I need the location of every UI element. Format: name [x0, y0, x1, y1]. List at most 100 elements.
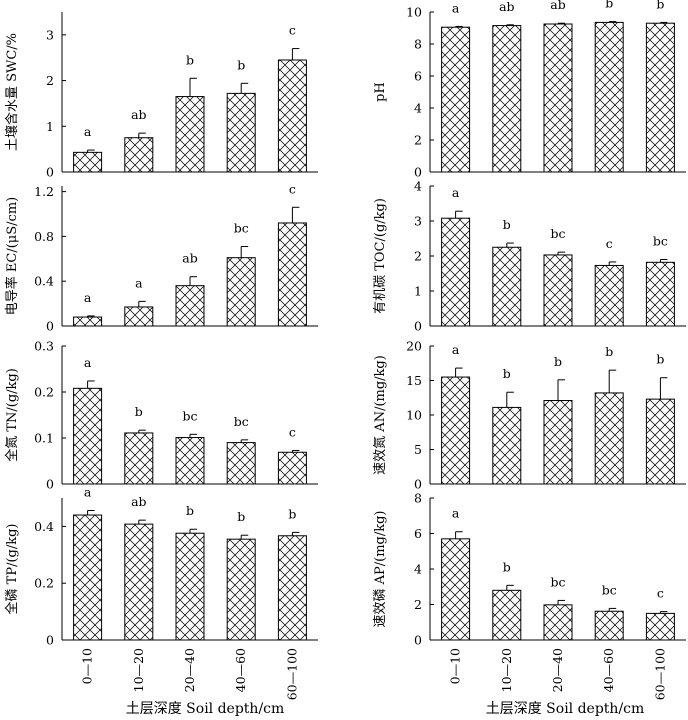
bar-ph-4	[645, 22, 675, 173]
bar-an-1	[492, 406, 522, 485]
bar-toc-1	[492, 246, 522, 327]
bar-tp-1	[124, 523, 154, 641]
significance-letter: ab	[182, 251, 197, 266]
significance-letter: a	[452, 0, 460, 15]
bar-tn-4	[277, 451, 307, 485]
y-tick-label: 15	[406, 373, 422, 388]
x-axis-labels: 0—10 10—20 20—40 40—60 60—100 0—10 10—20 20—40 4…	[80, 648, 668, 700]
x-category-label: 40—60	[233, 648, 248, 692]
significance-letter: bc	[234, 220, 249, 235]
y-tick-label: 0.4	[34, 274, 54, 289]
x-category-label: 60—100	[284, 648, 299, 700]
bar-swc-0	[73, 151, 103, 173]
bar-swc-1	[124, 137, 154, 173]
x-axis-title-left: 土层深度 Soil depth/cm	[126, 701, 285, 717]
x-category-label: 0—10	[448, 648, 463, 684]
bar-tn-3	[226, 442, 256, 485]
y-tick-label: 0.3	[34, 339, 54, 354]
y-tick-label: 0	[414, 165, 422, 180]
panel-an: 0 5 10 15 20 速效氮 AN/(mg/kg) a b b b b	[373, 339, 686, 492]
bar-tp-0	[73, 514, 103, 641]
y-tick-label: 2	[414, 249, 422, 264]
bar-swc-3	[226, 92, 256, 173]
bar-ec-2	[175, 285, 205, 327]
bar-swc-4	[277, 59, 307, 173]
significance-letter: b	[605, 344, 613, 359]
x-category-label: 10—20	[131, 648, 146, 692]
y-tick-label: 0.2	[34, 385, 54, 400]
x-category-label: 0—10	[80, 648, 95, 684]
y-tick-label: 0.4	[34, 519, 54, 534]
x-category-label: 10—20	[499, 648, 514, 692]
significance-letter: c	[289, 424, 296, 439]
y-tick-label: 5	[414, 442, 422, 457]
bar-ap-4	[645, 612, 675, 641]
y-tick-label: 1	[46, 119, 54, 134]
bar-ph-1	[492, 25, 522, 173]
y-tick-label: 4	[414, 179, 422, 194]
significance-letter: bc	[602, 582, 617, 597]
bar-an-2	[543, 400, 573, 485]
y-tick-label: 3	[414, 214, 422, 229]
y-tick-label: 0	[414, 477, 422, 492]
significance-letter: ab	[499, 0, 514, 14]
bar-an-3	[594, 392, 624, 485]
bar-ec-3	[226, 257, 256, 327]
bar-ec-0	[73, 316, 103, 327]
significance-letter: c	[289, 181, 296, 196]
y-tick-label: 2	[46, 73, 54, 88]
significance-letter: bc	[182, 408, 197, 423]
y-axis-title: 全氮 TN/(g/kg)	[4, 368, 20, 462]
significance-letter: b	[186, 503, 194, 518]
bar-ph-3	[594, 21, 624, 173]
significance-letter: b	[656, 0, 664, 11]
y-tick-label: 8	[414, 37, 422, 52]
panel-ec: 0 0.4 0.8 1.2 电导率 EC/(μS/cm) a a ab bc c	[4, 181, 318, 334]
significance-letter: ab	[550, 0, 565, 12]
y-tick-label: 2	[414, 597, 422, 612]
bar-swc-2	[175, 96, 205, 173]
bar-an-0	[441, 376, 471, 485]
y-tick-label: 0	[414, 633, 422, 648]
panel-tp: 0 0.2 0.4 全磷 TP/(g/kg) a ab b b b	[4, 484, 318, 648]
bar-an-4	[645, 398, 675, 485]
significance-letter: b	[237, 509, 245, 524]
significance-letter: a	[84, 484, 92, 499]
bar-tp-3	[226, 538, 256, 641]
x-category-label: 60—100	[652, 648, 667, 700]
bar-tn-2	[175, 437, 205, 485]
bar-ap-2	[543, 604, 573, 641]
y-axis-title: pH	[373, 82, 388, 102]
significance-letter: b	[503, 366, 511, 381]
panel-ap: 0 2 4 6 8 速效磷 AP/(mg/kg) a b bc bc c	[373, 491, 686, 648]
y-tick-label: 0.1	[34, 431, 54, 446]
significance-letter: ab	[131, 107, 146, 122]
significance-letter: b	[237, 57, 245, 72]
bar-toc-4	[645, 261, 675, 327]
y-tick-label: 2	[414, 133, 422, 148]
y-axis-title: 电导率 EC/(μS/cm)	[4, 197, 20, 315]
y-axis-title: 土壤含水量 SWC/%	[4, 33, 20, 151]
bar-ap-3	[594, 610, 624, 641]
bar-tp-4	[277, 535, 307, 641]
bar-ph-2	[543, 23, 573, 173]
y-tick-label: 0	[46, 165, 54, 180]
y-tick-label: 3	[46, 27, 54, 42]
significance-letter: bc	[550, 574, 565, 589]
bar-tn-0	[73, 387, 103, 485]
significance-letter: a	[452, 185, 460, 200]
bar-toc-2	[543, 254, 573, 327]
bar-toc-3	[594, 264, 624, 327]
significance-letter: b	[503, 217, 511, 232]
panel-ph: 0 2 4 6 8 10 pH a ab ab b b	[373, 0, 686, 180]
panel-swc: 0 1 2 3 土壤含水量 SWC/% a ab b b c	[4, 12, 318, 180]
significance-letter: ab	[131, 494, 146, 509]
significance-letter: bc	[550, 226, 565, 241]
y-tick-label: 20	[406, 339, 422, 354]
x-axis-title-right: 土层深度 Soil depth/cm	[486, 701, 645, 717]
x-category-label: 20—40	[182, 648, 197, 692]
significance-letter: a	[452, 506, 460, 521]
significance-letter: b	[503, 559, 511, 574]
y-tick-label: 1.2	[34, 184, 54, 199]
